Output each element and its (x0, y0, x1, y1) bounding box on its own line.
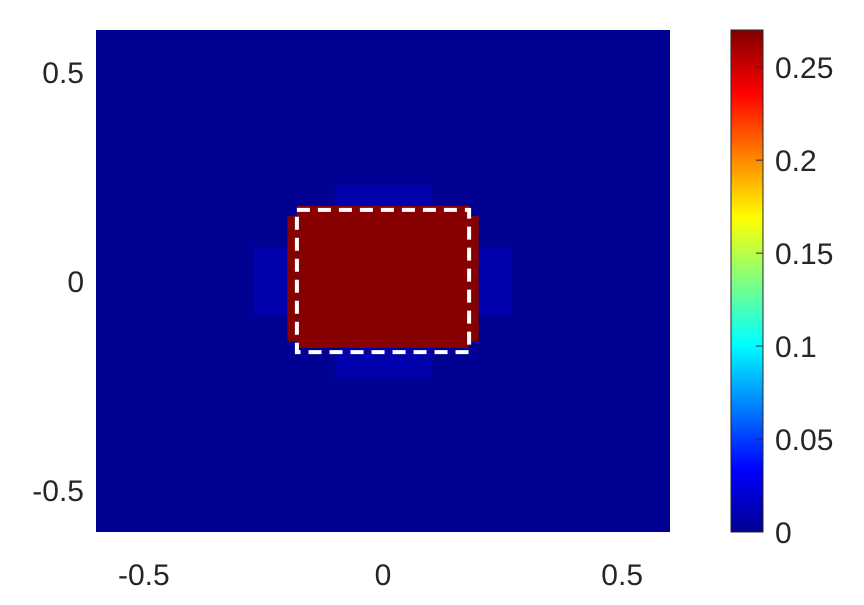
colorbar-tick-label: 0.15 (775, 238, 833, 271)
colorbar-gradient (730, 29, 764, 533)
colorbar-tick-label: 0.25 (775, 52, 833, 85)
colorbar-tick-label: 0 (775, 517, 792, 550)
x-tick-label: -0.5 (118, 559, 170, 592)
colorbar-tick-label: 0.2 (775, 145, 817, 178)
y-tick-label: 0 (67, 266, 84, 299)
heatmap-cell-top-halo (335, 184, 431, 206)
y-tick-label: 0.5 (42, 57, 84, 90)
colorbar-tick-label: 0.05 (775, 424, 833, 457)
x-tick-label: 0.5 (601, 559, 643, 592)
heatmap-cell-right-step (469, 216, 479, 342)
heatmap-cell-square (296, 205, 470, 348)
x-tick-label: 0 (375, 559, 392, 592)
y-tick-label: -0.5 (32, 475, 84, 508)
dashed-outline (294, 207, 472, 355)
axis-tick-labels: -0.5 0 0.5 0.5 0 -0.5 (32, 57, 643, 592)
heatmap-cell-left-halo (253, 247, 288, 315)
heatmap-cell-right-halo (478, 247, 513, 315)
plot-area (96, 30, 670, 532)
heatmap-cell-left-step (287, 216, 297, 342)
colorbar: 0 0.05 0.1 0.15 0.2 0.25 (730, 29, 833, 550)
colorbar-tick-label: 0.1 (775, 331, 817, 364)
